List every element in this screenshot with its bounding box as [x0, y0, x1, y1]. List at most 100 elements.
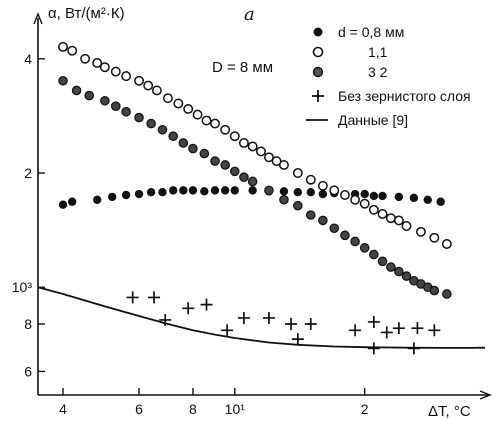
open-circle-point [67, 45, 78, 56]
plus-point [367, 315, 380, 328]
hatched-circle-point [369, 249, 379, 260]
open-circle-point [110, 66, 121, 77]
filled-circle-point [134, 189, 144, 199]
x-axis-label: ΔT, °C [428, 403, 471, 420]
open-circle-point [368, 204, 379, 215]
hatched-circle-point [442, 289, 452, 299]
open-circle-point [393, 215, 404, 226]
hatched-circle-point [146, 118, 156, 129]
plus-point [182, 302, 195, 315]
filled-circle-point [306, 188, 315, 197]
hatched-circle-point [318, 215, 328, 226]
hatched-circle-point [71, 85, 82, 96]
filled-circle-point [210, 186, 220, 195]
filled-circle-point [279, 187, 289, 196]
legend-label-4: Данные [9] [338, 112, 408, 128]
plus-point [411, 322, 424, 335]
hatched-circle-point [178, 138, 189, 148]
filled-circle-point [93, 195, 102, 204]
plus-point [291, 333, 304, 346]
hatched-circle-point [340, 230, 350, 241]
filled-circle-point [378, 191, 387, 201]
legend: d = 0,8 мм 1,1 3 2 Без зернистого слоя Д… [306, 24, 471, 128]
open-circle-point [238, 138, 249, 148]
panel-letter: a [244, 4, 255, 25]
legend-marker-open [312, 46, 324, 58]
legend-marker-filled [313, 27, 323, 37]
x-tick-label: 6 [135, 401, 143, 417]
hatched-circle-point [168, 131, 179, 142]
plus-point [285, 318, 298, 331]
filled-circle-point [67, 197, 77, 206]
hatched-circle-point [210, 156, 220, 166]
annotation-diameter: D = 8 мм [212, 59, 273, 76]
marks [37, 41, 486, 355]
axes [33, 12, 492, 400]
series-3 [126, 291, 441, 355]
hatched-circle-point [350, 236, 360, 247]
hatched-circle-point [220, 160, 230, 170]
x-tick-label: 4 [59, 401, 67, 417]
open-circle-point [377, 208, 388, 219]
legend-label-3: Без зернистого слоя [338, 88, 471, 104]
filled-circle-point [423, 195, 432, 204]
open-circle-point [415, 226, 426, 237]
series-4 [37, 286, 486, 349]
filled-circle-point [436, 197, 445, 206]
y-tick-label: 6 [24, 363, 32, 379]
open-circle-point [151, 85, 162, 96]
series-1 [58, 41, 452, 249]
open-circle-point [99, 62, 110, 73]
filled-circle-point [369, 191, 379, 201]
hatched-circle-point [359, 243, 370, 253]
filled-circle-point [146, 188, 156, 197]
open-circle-point [220, 124, 231, 135]
legend-marker-hatched [312, 66, 324, 78]
plus-point [200, 298, 213, 311]
open-circle-point [256, 146, 266, 157]
hatched-circle-point [401, 271, 412, 281]
open-circle-point [173, 98, 184, 109]
hatched-circle-point [279, 194, 289, 205]
x-tick-label: 2 [361, 401, 369, 417]
plus-point [349, 324, 362, 337]
filled-circle-point [179, 186, 188, 195]
hatched-circle-point [239, 172, 249, 182]
open-circle-point [210, 118, 220, 129]
filled-circle-point [108, 192, 117, 202]
plus-point [221, 324, 234, 337]
open-circle-point [192, 109, 203, 120]
hatched-circle-point [134, 112, 144, 123]
x-tick-label: 10¹ [225, 401, 246, 417]
filled-circle-point [200, 187, 209, 196]
y-tick-label: 10³ [12, 279, 33, 295]
plus-point [262, 311, 275, 324]
hatched-circle-point [264, 185, 274, 196]
open-circle-point [58, 41, 68, 52]
filled-circle-point [58, 200, 68, 209]
open-circle-point [201, 115, 212, 126]
legend-label-0: d = 0,8 мм [338, 24, 404, 40]
legend-label-1: 1,1 [368, 44, 388, 60]
hatched-circle-point [386, 262, 396, 272]
open-circle-point [271, 156, 282, 167]
x-tick-label: 8 [189, 401, 197, 417]
hatched-circle-point [329, 223, 340, 234]
filled-circle-point [188, 186, 198, 195]
open-circle-point [385, 213, 396, 224]
legend-marker-plus [312, 90, 324, 102]
hatched-circle-point [293, 200, 303, 211]
open-circle-point [92, 57, 103, 68]
series-2 [58, 75, 452, 299]
filled-circle-point [293, 188, 303, 197]
hatched-circle-point [157, 124, 168, 135]
filled-circle-point [158, 188, 167, 197]
plus-point [392, 322, 405, 335]
y-tick-label: 8 [24, 316, 32, 332]
open-circle-point [359, 198, 370, 209]
reference-curve [37, 286, 486, 349]
hatched-circle-point [247, 176, 258, 187]
hatched-circle-point [121, 106, 131, 117]
y-axis-arrow [33, 12, 43, 25]
filled-circle-point [230, 186, 239, 195]
